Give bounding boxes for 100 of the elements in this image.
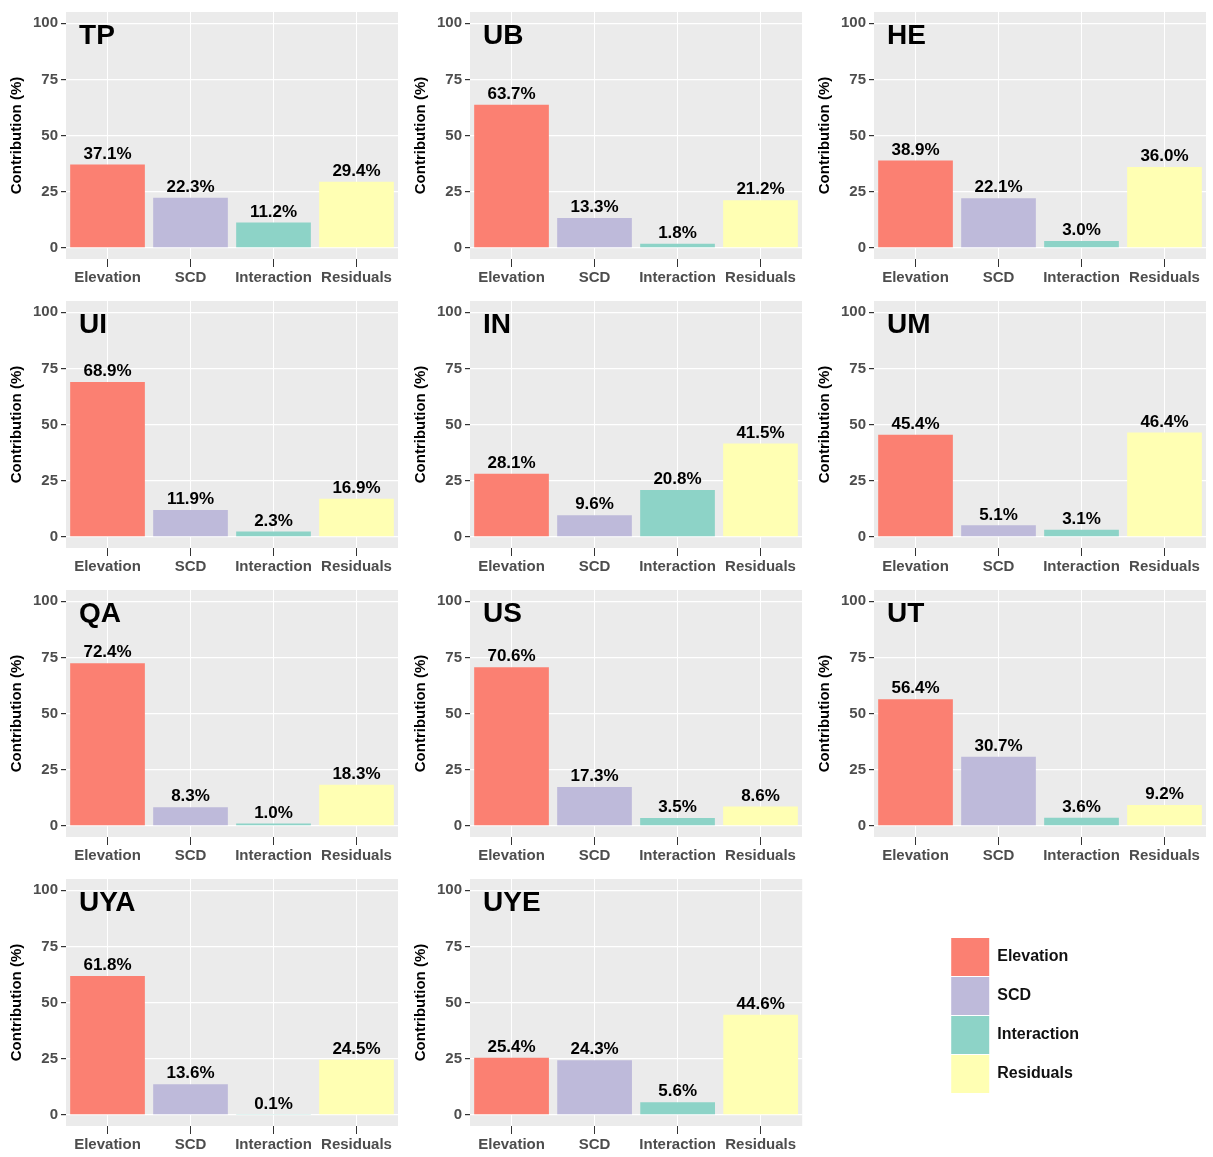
bar xyxy=(1044,817,1119,826)
bar xyxy=(1044,241,1119,248)
x-tick-label: Interaction xyxy=(235,1135,312,1153)
data-label: 45.4% xyxy=(891,414,940,434)
x-tick-label: Interaction xyxy=(639,1135,716,1153)
x-tick-label: SCD xyxy=(174,268,207,286)
x-tick-label: Elevation xyxy=(478,846,545,864)
chart-title: UB xyxy=(483,18,524,50)
chart-title: UT xyxy=(887,596,925,628)
x-tick-label: Elevation xyxy=(478,557,545,575)
chart-title: IN xyxy=(483,307,512,339)
x-tick-label: Residuals xyxy=(725,1135,797,1153)
bar xyxy=(961,198,1036,248)
data-label: 36.0% xyxy=(1140,146,1189,166)
x-tick-label: Residuals xyxy=(1129,557,1200,575)
data-label: 16.9% xyxy=(332,478,381,498)
y-tick-label: 100 xyxy=(33,13,59,31)
bar xyxy=(153,1084,228,1115)
bar xyxy=(319,498,394,537)
y-tick-label: 50 xyxy=(849,703,867,721)
y-tick-label: 75 xyxy=(41,647,59,665)
data-label: 72.4% xyxy=(83,642,132,662)
y-tick-label: 25 xyxy=(445,181,463,199)
y-tick-label: 0 xyxy=(453,526,463,544)
x-tick-label: Interaction xyxy=(639,557,716,575)
data-label: 3.1% xyxy=(1062,509,1101,528)
data-label: 1.8% xyxy=(658,222,697,242)
bar xyxy=(70,382,145,537)
y-tick-label: 50 xyxy=(849,414,867,432)
y-tick-label: 75 xyxy=(849,358,867,376)
y-tick-label: 75 xyxy=(445,69,463,87)
x-tick-label: Elevation xyxy=(74,557,141,575)
y-tick-label: 0 xyxy=(857,526,867,544)
data-label: 25.4% xyxy=(487,1036,536,1056)
x-tick-label: Interaction xyxy=(1043,557,1120,575)
data-label: 0.1% xyxy=(254,1093,293,1113)
legend-label: Elevation xyxy=(997,947,1069,965)
y-tick-label: 25 xyxy=(849,759,867,777)
y-axis-title: Contribution (%) xyxy=(815,654,833,773)
data-label: 28.1% xyxy=(487,452,536,472)
y-tick-label: 25 xyxy=(445,470,463,488)
data-label: 13.6% xyxy=(166,1063,215,1083)
data-label: 2.3% xyxy=(254,510,293,530)
x-tick-label: Elevation xyxy=(74,1135,141,1153)
x-tick-label: SCD xyxy=(982,557,1015,575)
bar xyxy=(640,817,715,826)
x-tick-label: SCD xyxy=(578,557,611,575)
bar xyxy=(153,197,228,248)
y-tick-label: 25 xyxy=(445,759,463,777)
bar xyxy=(1044,529,1119,537)
x-tick-label: Interaction xyxy=(235,268,312,286)
bar xyxy=(961,756,1036,826)
x-tick-label: SCD xyxy=(982,846,1015,864)
bar xyxy=(557,217,632,248)
x-tick-label: Elevation xyxy=(74,268,141,286)
bar xyxy=(557,786,632,826)
data-label: 3.0% xyxy=(1062,220,1101,240)
y-tick-label: 50 xyxy=(41,992,59,1010)
y-tick-label: 0 xyxy=(453,1104,463,1122)
x-tick-label: Interaction xyxy=(235,846,312,864)
y-tick-label: 25 xyxy=(849,181,867,199)
x-tick-label: Interaction xyxy=(1043,268,1120,286)
y-tick-label: 25 xyxy=(41,1048,59,1066)
bar xyxy=(70,164,145,248)
data-label: 18.3% xyxy=(332,763,381,783)
x-tick-label: SCD xyxy=(578,268,611,286)
y-tick-label: 0 xyxy=(49,815,59,833)
y-tick-label: 100 xyxy=(841,13,867,31)
y-tick-label: 25 xyxy=(445,1048,463,1066)
y-tick-label: 75 xyxy=(445,647,463,665)
y-tick-label: 100 xyxy=(33,302,59,320)
chart-title: UYE xyxy=(483,885,541,917)
bar xyxy=(640,490,715,537)
chart-title: US xyxy=(483,596,522,628)
legend-label: Residuals xyxy=(997,1064,1073,1082)
y-tick-label: 50 xyxy=(41,703,59,721)
y-tick-label: 100 xyxy=(437,880,463,898)
data-label: 20.8% xyxy=(653,469,702,489)
data-label: 8.6% xyxy=(741,785,780,805)
data-label: 9.6% xyxy=(575,494,614,514)
x-tick-label: Interaction xyxy=(639,846,716,864)
y-tick-label: 100 xyxy=(841,591,867,609)
x-tick-label: Interaction xyxy=(1043,846,1120,864)
data-label: 56.4% xyxy=(891,678,940,698)
x-tick-label: Elevation xyxy=(74,846,141,864)
chart-title: TP xyxy=(79,18,115,50)
y-axis-title: Contribution (%) xyxy=(7,943,25,1062)
x-tick-label: SCD xyxy=(578,1135,611,1153)
bar xyxy=(153,510,228,537)
y-tick-label: 100 xyxy=(33,880,59,898)
y-tick-label: 0 xyxy=(49,526,59,544)
data-label: 44.6% xyxy=(736,993,785,1013)
data-label: 5.1% xyxy=(979,504,1018,524)
x-tick-label: Interaction xyxy=(235,557,312,575)
y-tick-label: 75 xyxy=(41,358,59,376)
x-tick-label: Residuals xyxy=(1129,268,1200,286)
data-label: 37.1% xyxy=(83,143,132,163)
legend-label: SCD xyxy=(997,986,1031,1004)
y-axis-title: Contribution (%) xyxy=(7,365,25,484)
data-label: 3.5% xyxy=(658,797,697,817)
